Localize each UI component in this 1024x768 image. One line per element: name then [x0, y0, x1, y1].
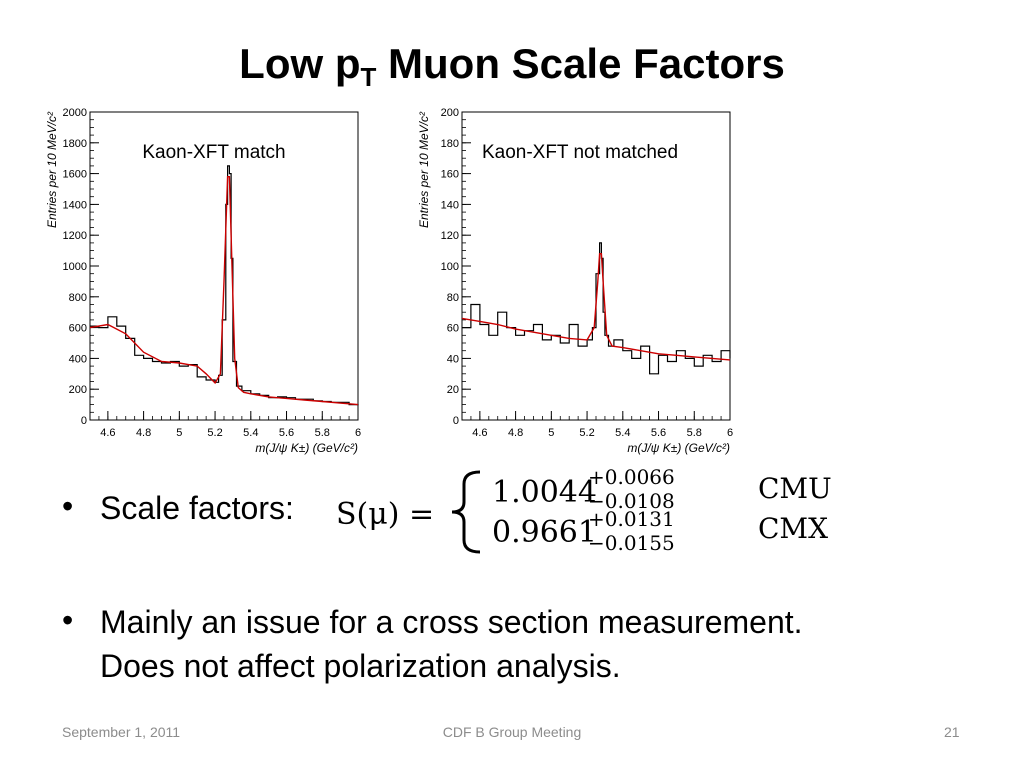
chart-kaon-xft-match: 4.6 4.8 5 5.2 5.4 5.6 5.8 6 0 200 400 600 800 1000 120… — [45, 107, 361, 455]
y-tick-label: 160 — [441, 169, 459, 181]
formula-lhs: S(μ) = — [336, 497, 434, 532]
bullet-line-1: Mainly an issue for a cross section meas… — [100, 604, 803, 640]
bullet-marker-2: • — [62, 602, 74, 638]
y-tick-label: 60 — [447, 323, 459, 335]
y-tick-label: 2000 — [63, 107, 87, 119]
y-tick-label: 1400 — [63, 199, 87, 211]
y-tick-label: 0 — [81, 415, 87, 427]
formula-down-cmu: −0.0108 — [588, 489, 675, 513]
fit-curve-series — [89, 176, 359, 406]
y-tick-label: 1000 — [63, 261, 87, 273]
title-main: Low p — [239, 40, 361, 87]
y-tick-label: 1200 — [63, 230, 87, 242]
plot-frame — [461, 111, 731, 421]
y-tick-label: 1600 — [63, 169, 87, 181]
y-tick-label: 40 — [447, 353, 459, 365]
formula-label-cmx: CMX — [758, 512, 828, 545]
formula-value-cmu: 1.0044 — [492, 475, 597, 510]
title-rest: Muon Scale Factors — [376, 40, 785, 87]
histogram-data-series — [462, 242, 731, 375]
footer-meeting: CDF B Group Meeting — [442, 724, 582, 740]
bullet-scale-factors: Scale factors: — [100, 490, 294, 526]
y-tick-label: 200 — [441, 107, 459, 119]
x-tick-label: 5.4 — [615, 427, 630, 439]
y-tick-label: 200 — [69, 384, 87, 396]
x-tick-label: 4.6 — [100, 427, 115, 439]
bullet-cross-section: Mainly an issue for a cross section meas… — [100, 600, 803, 688]
x-tick-label: 5.2 — [579, 427, 594, 439]
formula-up-cmu: +0.0066 — [588, 465, 675, 489]
x-tick-label: 5.6 — [651, 427, 666, 439]
x-tick-label: 5.8 — [315, 427, 330, 439]
bullet-line-2: Does not affect polarization analysis. — [100, 648, 621, 684]
x-tick-label: 5.6 — [279, 427, 294, 439]
formula-label-cmu: CMU — [758, 472, 832, 505]
fit-curve-series — [461, 253, 731, 361]
formula-value-cmx: 0.9661 — [492, 515, 597, 550]
slide-title: Low pT Muon Scale Factors — [0, 40, 1024, 93]
formula-down-cmx: −0.0155 — [588, 531, 675, 555]
x-tick-label: 5 — [548, 427, 554, 439]
x-tick-label: 4.8 — [508, 427, 523, 439]
y-tick-label: 80 — [447, 292, 459, 304]
chart-kaon-xft-not-matched: 4.6 4.8 5 5.2 5.4 5.6 5.8 602040608010012014016… — [417, 107, 733, 455]
y-tick-label: 600 — [69, 323, 87, 335]
y-tick-label: 1800 — [63, 138, 87, 150]
y-tick-label: 180 — [441, 138, 459, 150]
x-tick-label: 4.8 — [136, 427, 151, 439]
chart-title: Kaon-XFT match — [142, 142, 285, 163]
footer-date: September 1, 2011 — [62, 724, 181, 740]
x-tick-label: 4.6 — [472, 427, 487, 439]
scale-factor-formula: S(μ) = 1.0044 +0.0066 −0.0108 CMU 0.9661… — [336, 465, 832, 555]
y-tick-label: 120 — [441, 230, 459, 242]
footer-page-number: 21 — [944, 724, 960, 740]
x-tick-label: 5 — [176, 427, 182, 439]
y-axis-label: Entries per 10 MeV/c² — [45, 111, 59, 228]
y-tick-label: 0 — [453, 415, 459, 427]
bullet-marker-1: • — [62, 488, 74, 524]
x-tick-label: 5.8 — [687, 427, 702, 439]
title-subscript: T — [360, 62, 377, 92]
y-tick-label: 100 — [441, 261, 459, 273]
x-tick-label: 6 — [355, 427, 361, 439]
y-tick-label: 20 — [447, 384, 459, 396]
x-tick-label: 5.2 — [207, 427, 222, 439]
x-axis-label: m(J/ψ K±) (GeV/c²) — [627, 441, 730, 455]
y-tick-label: 140 — [441, 199, 459, 211]
y-tick-label: 400 — [69, 353, 87, 365]
x-tick-label: 6 — [727, 427, 733, 439]
x-axis-label: m(J/ψ K±) (GeV/c²) — [255, 441, 358, 455]
chart-title: Kaon-XFT not matched — [482, 142, 678, 163]
formula-up-cmx: +0.0131 — [588, 507, 675, 531]
y-tick-label: 800 — [69, 292, 87, 304]
x-tick-label: 5.4 — [243, 427, 258, 439]
formula-brace — [451, 470, 481, 554]
y-axis-label: Entries per 10 MeV/c² — [417, 111, 431, 228]
